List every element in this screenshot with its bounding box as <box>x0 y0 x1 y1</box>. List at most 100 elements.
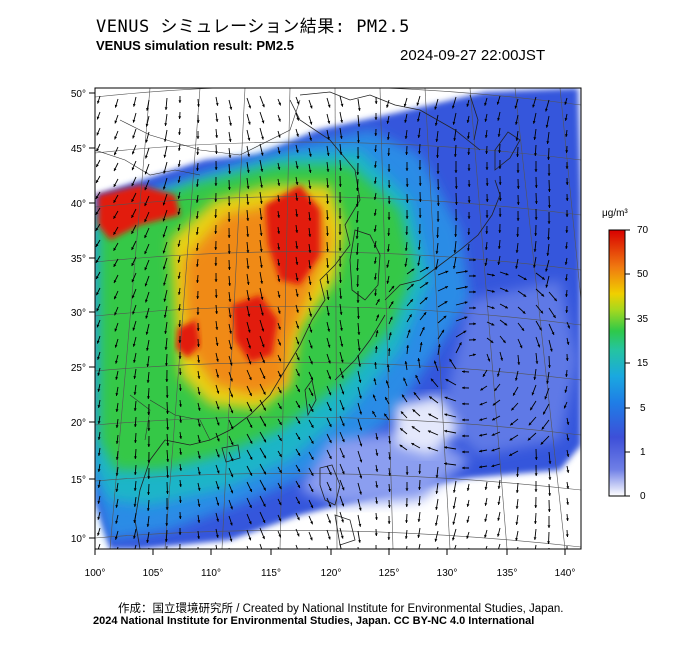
wind-arrow-head <box>132 135 135 139</box>
wind-arrow-head <box>263 487 266 491</box>
wind-arrow-head <box>262 104 265 108</box>
wind-arrow-head <box>227 251 231 254</box>
wind-arrow-head <box>277 167 281 170</box>
wind-arrow-head <box>464 301 468 305</box>
wind-arrow-head <box>164 107 168 110</box>
wind-arrow-head <box>434 122 438 126</box>
wind-arrow-head <box>131 279 135 283</box>
wind-arrow-head <box>388 489 391 492</box>
wind-arrow-head <box>277 134 281 138</box>
wind-arrow-head <box>134 424 137 427</box>
wind-arrow-head <box>278 551 281 554</box>
wind-arrow-head <box>491 289 495 293</box>
wind-arrow-head <box>356 156 360 159</box>
wind-arrow-head <box>375 501 378 504</box>
wind-arrow-head <box>463 330 467 334</box>
title-english: VENUS simulation result: PM2.5 <box>96 38 294 53</box>
wind-arrow <box>498 543 501 549</box>
wind-arrow-head <box>195 232 199 235</box>
wind-arrow-head <box>146 348 149 351</box>
wind-arrow-head <box>413 392 417 396</box>
wind-arrow-head <box>295 262 299 265</box>
wind-arrow <box>548 547 550 549</box>
wind-arrow-head <box>248 554 251 557</box>
wind-arrow-head <box>198 439 201 443</box>
wind-arrow-head <box>374 362 377 365</box>
wind-arrow-head <box>435 266 438 270</box>
wind-arrow-head <box>515 121 518 125</box>
wind-arrow-head <box>423 312 427 316</box>
wind-arrow-head <box>227 267 231 270</box>
wind-arrow-head <box>115 473 119 476</box>
wind-arrow-head <box>166 443 170 446</box>
wind-arrow-head <box>163 314 167 318</box>
wind-arrow-head <box>435 475 439 478</box>
wind-arrow-head <box>404 248 408 251</box>
wind-arrow-head <box>96 164 99 168</box>
wind-arrow-head <box>115 376 119 380</box>
wind-arrow-head <box>295 278 299 281</box>
wind-arrow-head <box>197 360 201 363</box>
wind-arrow-head <box>177 227 181 231</box>
wind-arrow-head <box>375 485 379 488</box>
wind-arrow-head <box>249 456 253 460</box>
wind-arrow-head <box>166 475 169 478</box>
wind-arrow-head <box>165 555 168 558</box>
wind-arrow-head <box>114 344 118 348</box>
wind-arrow-head <box>277 310 281 314</box>
wind-arrow-head <box>308 186 312 189</box>
wind-arrow-head <box>485 215 489 218</box>
wind-arrow <box>197 546 199 549</box>
wind-arrow-head <box>418 487 421 490</box>
wind-arrow-head <box>444 413 448 417</box>
wind-arrow-head <box>215 311 218 314</box>
wind-arrow-head <box>131 230 134 234</box>
wind-arrow-head <box>404 136 408 139</box>
wind-arrow-head <box>144 219 147 223</box>
hainan <box>221 444 241 463</box>
wind-arrow-head <box>527 437 531 441</box>
wind-arrow-head <box>411 426 415 429</box>
wind-arrow-head <box>263 471 266 475</box>
wind-arrow <box>454 544 457 549</box>
wind-arrow-head <box>230 442 234 446</box>
wind-arrow-head <box>279 470 282 473</box>
china-coast <box>164 99 361 446</box>
wind-arrow-head <box>145 123 149 127</box>
wind-arrow-head <box>359 395 362 399</box>
colorbar-label: 0 <box>640 491 646 502</box>
wind-arrow-head <box>479 418 483 421</box>
wind-arrow-head <box>95 227 99 231</box>
wind-arrow-head <box>262 391 266 395</box>
wind-arrow-head <box>114 120 118 124</box>
wind-arrow-head <box>466 120 470 123</box>
wind-arrow-head <box>228 315 232 318</box>
wind-arrow-head <box>533 249 537 252</box>
wind-arrow-head <box>547 557 550 560</box>
wind-arrow-head <box>436 203 440 206</box>
wind-arrow-head <box>500 357 503 361</box>
wind-arrow-head <box>144 187 148 191</box>
wind-arrow-head <box>547 189 551 192</box>
wind-arrow-head <box>567 325 570 329</box>
red-hotspot-central <box>232 295 278 362</box>
wind-arrow-head <box>551 331 555 335</box>
wind-arrow-head <box>230 474 234 478</box>
wind-arrow-head <box>387 153 391 156</box>
wind-arrow-head <box>247 153 250 157</box>
wind-arrow-head <box>341 407 345 411</box>
lon-label: 115° <box>261 568 281 579</box>
wind-arrow-head <box>278 374 282 378</box>
wind-arrow-head <box>466 552 469 555</box>
wind-arrow-head <box>375 437 379 440</box>
wind-arrow-head <box>528 422 532 426</box>
wind-arrow-head <box>310 554 313 557</box>
wind-arrow-head <box>133 520 137 523</box>
lon-label: 110° <box>201 568 221 579</box>
wind-arrow-head <box>295 214 299 217</box>
wind-arrow-head <box>178 372 182 375</box>
lat-label: 15° <box>71 475 86 486</box>
wind-arrow-head <box>297 468 300 472</box>
wind-arrow-head <box>277 199 281 202</box>
